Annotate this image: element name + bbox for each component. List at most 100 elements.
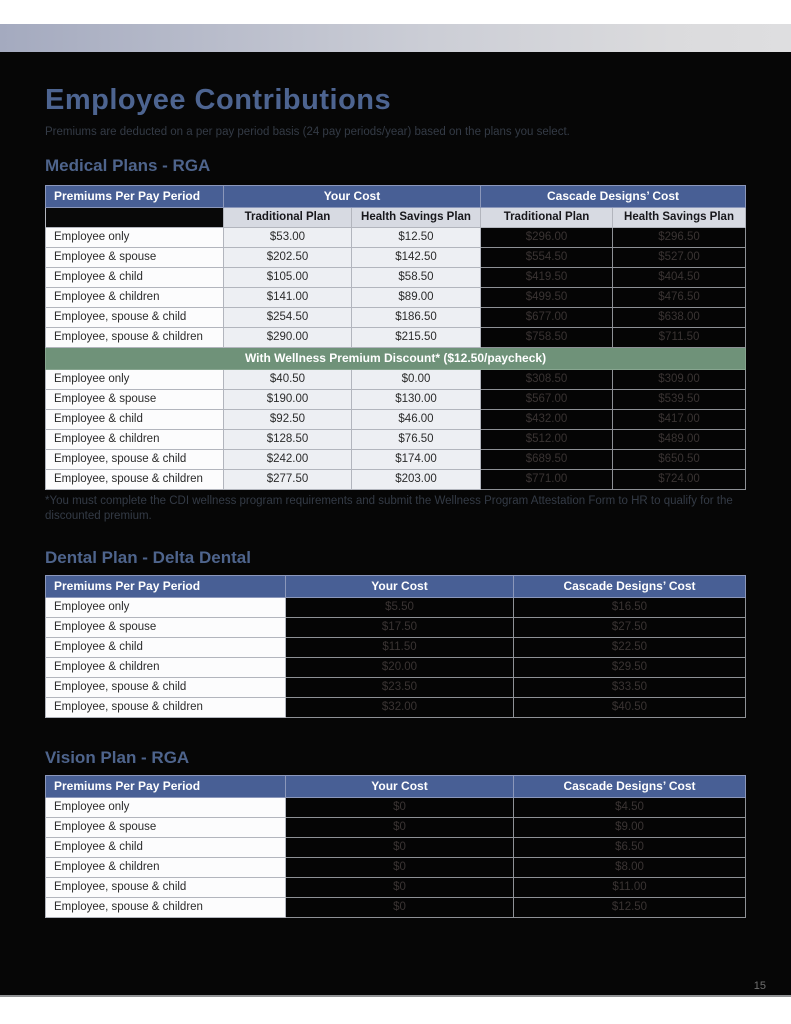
- cost-value-cell: $539.50: [612, 389, 747, 410]
- cost-value-cell: $27.50: [513, 617, 746, 638]
- medical-standard-rows: Employee only $53.00 $12.50 $296.00 $296.50 E…: [45, 227, 747, 348]
- coverage-tier-label: Employee & children: [45, 657, 286, 678]
- cost-value-cell: $512.00: [480, 429, 614, 450]
- cost-value-cell: $12.50: [513, 897, 746, 918]
- table-row: Employee & children $128.50 $76.50 $512.00 $…: [45, 429, 747, 450]
- cost-value-cell: $128.50: [223, 429, 352, 450]
- table-row: Employee & child $105.00 $58.50 $419.50 $404…: [45, 267, 747, 288]
- coverage-tier-label: Employee & child: [45, 637, 286, 658]
- table-row: Employee, spouse & child $0 $11.00: [45, 877, 746, 898]
- cost-value-cell: $11.50: [285, 637, 514, 658]
- coverage-tier-label: Employee & children: [45, 287, 224, 308]
- cost-value-cell: $0: [285, 857, 514, 878]
- premiums-column-header: Premiums Per Pay Period: [45, 185, 224, 208]
- cost-value-cell: $58.50: [350, 267, 482, 288]
- cost-value-cell: $419.50: [480, 267, 614, 288]
- dental-plan-table: Premiums Per Pay Period Your Cost Cascad…: [45, 575, 746, 718]
- cost-value-cell: $432.00: [480, 409, 614, 430]
- cost-value-cell: $290.00: [223, 327, 352, 348]
- cost-value-cell: $141.00: [223, 287, 352, 308]
- premiums-column-header: Premiums Per Pay Period: [45, 775, 286, 798]
- group-header-row: Premiums Per Pay Period Your Cost Cascad…: [45, 185, 747, 208]
- table-row: Employee only $0 $4.50: [45, 797, 746, 818]
- cost-value-cell: $417.00: [612, 409, 747, 430]
- table-row: Employee & child $92.50 $46.00 $432.00 $417.…: [45, 409, 747, 430]
- medical-plans-table: Premiums Per Pay Period Your Cost Cascad…: [44, 185, 747, 490]
- table-row: Employee only $40.50 $0.00 $308.50 $309.00: [45, 369, 747, 390]
- cost-value-cell: $190.00: [223, 389, 352, 410]
- header-row: Premiums Per Pay Period Your Cost Cascad…: [45, 575, 746, 598]
- cost-value-cell: $711.50: [612, 327, 747, 348]
- cost-value-cell: $0: [285, 877, 514, 898]
- health-savings-plan-header: Health Savings Plan: [350, 207, 482, 228]
- page-content: Employee Contributions Premiums are dedu…: [0, 52, 791, 997]
- cost-value-cell: $242.00: [223, 449, 352, 470]
- coverage-tier-label: Employee & children: [45, 429, 224, 450]
- table-row: Employee & spouse $202.50 $142.50 $554.50 $5…: [45, 247, 747, 268]
- cost-value-cell: $40.50: [513, 697, 746, 718]
- coverage-tier-label: Employee & spouse: [45, 389, 224, 410]
- traditional-plan-header: Traditional Plan: [223, 207, 352, 228]
- cost-value-cell: $29.50: [513, 657, 746, 678]
- coverage-tier-label: Employee & children: [45, 857, 286, 878]
- cost-value-cell: $0: [285, 897, 514, 918]
- cost-value-cell: $9.00: [513, 817, 746, 838]
- table-row: Employee, spouse & children $290.00 $215.5…: [45, 327, 747, 348]
- table-row: Employee, spouse & child $23.50 $33.50: [45, 677, 746, 698]
- medical-table-head: Premiums Per Pay Period Your Cost Cascad…: [45, 185, 747, 228]
- cost-value-cell: $296.50: [612, 227, 747, 248]
- cost-value-cell: $11.00: [513, 877, 746, 898]
- cost-value-cell: $20.00: [285, 657, 514, 678]
- table-row: Employee & spouse $190.00 $130.00 $567.00 $5…: [45, 389, 747, 410]
- cost-value-cell: $105.00: [223, 267, 352, 288]
- table-row: Employee & children $0 $8.00: [45, 857, 746, 878]
- wellness-band-section: With Wellness Premium Discount* ($12.50/…: [44, 347, 747, 370]
- header-gradient-bar: [0, 24, 791, 52]
- cost-value-cell: $296.00: [480, 227, 614, 248]
- coverage-tier-label: Employee & child: [45, 837, 286, 858]
- vision-rows: Employee only $0 $4.50 Employee & spouse $0 $…: [45, 797, 746, 918]
- cost-value-cell: $0: [285, 797, 514, 818]
- coverage-tier-label: Employee, spouse & child: [45, 677, 286, 698]
- coverage-tier-label: Employee, spouse & child: [45, 449, 224, 470]
- table-row: Employee & spouse $17.50 $27.50: [45, 617, 746, 638]
- coverage-tier-label: Employee & spouse: [45, 247, 224, 268]
- cost-value-cell: $554.50: [480, 247, 614, 268]
- your-cost-header: Your Cost: [285, 575, 514, 598]
- your-cost-group-header: Your Cost: [222, 185, 482, 208]
- cascade-cost-group-header: Cascade Designs’ Cost: [480, 185, 747, 208]
- cost-value-cell: $215.50: [350, 327, 482, 348]
- cost-value-cell: $130.00: [350, 389, 482, 410]
- cost-value-cell: $567.00: [480, 389, 614, 410]
- sub-header-row: Traditional Plan Health Savings Plan Tra…: [45, 207, 747, 228]
- cost-value-cell: $202.50: [223, 247, 352, 268]
- cost-value-cell: $527.00: [612, 247, 747, 268]
- cost-value-cell: $758.50: [480, 327, 614, 348]
- dental-section-heading: Dental Plan - Delta Dental: [45, 548, 251, 567]
- cost-value-cell: $308.50: [480, 369, 614, 390]
- cost-value-cell: $174.00: [350, 449, 482, 470]
- cost-value-cell: $677.00: [480, 307, 614, 328]
- table-row: Employee & child $0 $6.50: [45, 837, 746, 858]
- coverage-tier-label: Employee & spouse: [45, 617, 286, 638]
- cost-value-cell: $499.50: [480, 287, 614, 308]
- coverage-tier-label: Employee only: [45, 797, 286, 818]
- table-row: Employee only $53.00 $12.50 $296.00 $296.50: [45, 227, 747, 248]
- traditional-plan-header: Traditional Plan: [480, 207, 614, 228]
- medical-wellness-rows: Employee only $40.50 $0.00 $308.50 $309.00 Em…: [45, 369, 747, 490]
- cost-value-cell: $142.50: [350, 247, 482, 268]
- dental-rows: Employee only $5.50 $16.50 Employee & spous…: [45, 597, 746, 718]
- cost-value-cell: $23.50: [285, 677, 514, 698]
- cost-value-cell: $76.50: [350, 429, 482, 450]
- coverage-tier-label: Employee only: [45, 227, 224, 248]
- table-row: Employee, spouse & children $32.00 $40.50: [45, 697, 746, 718]
- wellness-band-row: With Wellness Premium Discount* ($12.50/…: [44, 347, 747, 370]
- cost-value-cell: $689.50: [480, 449, 614, 470]
- page-title: Employee Contributions: [45, 84, 392, 116]
- vision-section-heading: Vision Plan - RGA: [45, 748, 190, 767]
- page-number: 15: [753, 980, 766, 992]
- cost-value-cell: $32.00: [285, 697, 514, 718]
- table-row: Employee only $5.50 $16.50: [45, 597, 746, 618]
- empty-cell: [45, 207, 224, 228]
- cost-value-cell: $6.50: [513, 837, 746, 858]
